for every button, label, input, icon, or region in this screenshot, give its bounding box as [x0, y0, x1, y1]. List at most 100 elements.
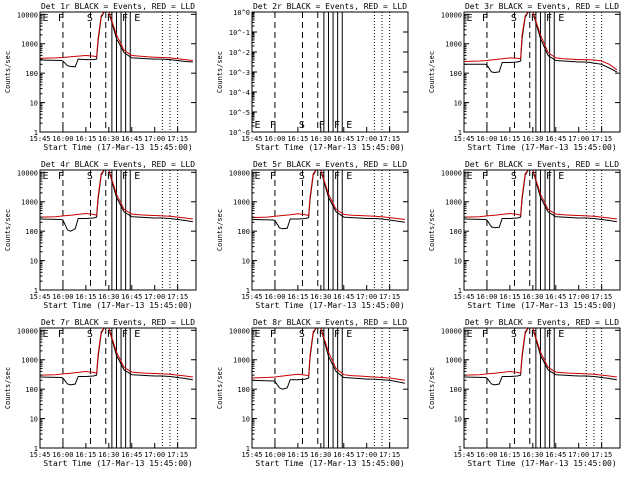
- x-tick-label: 16:30: [310, 293, 331, 301]
- time-markers: [486, 328, 603, 448]
- region-marker-label: F: [319, 171, 325, 182]
- x-tick-label: 16:15: [75, 293, 96, 301]
- x-tick-label: 16:30: [522, 293, 543, 301]
- y-tick-label: 10: [30, 258, 38, 266]
- region-marker-label: E: [43, 329, 49, 340]
- region-marker-label: E: [558, 171, 564, 182]
- region-marker-label: F: [270, 120, 276, 131]
- x-axis-label: Start Time (17-Mar-13 15:45:00): [43, 143, 192, 152]
- region-marker-label: F: [319, 329, 325, 340]
- region-marker-label: S: [87, 329, 93, 340]
- region-marker-label: S: [511, 171, 517, 182]
- y-tick-label: 10^-5: [229, 109, 250, 117]
- x-tick-label: 17:00: [356, 451, 377, 459]
- y-tick-label: 10^-2: [229, 49, 250, 57]
- y-tick-label: 100: [449, 386, 462, 394]
- x-tick-label: 17:15: [167, 293, 188, 301]
- region-marker-label: F: [482, 13, 488, 24]
- x-axis-label: Start Time (17-Mar-13 15:45:00): [43, 301, 192, 310]
- y-tick-label: 1000: [445, 199, 462, 207]
- y-tick-label: 100: [449, 70, 462, 78]
- x-tick-label: 16:45: [333, 451, 354, 459]
- x-axis-label: Start Time (17-Mar-13 15:45:00): [467, 459, 616, 468]
- x-tick-label: 17:00: [356, 135, 377, 143]
- x-tick-label: 16:00: [264, 135, 285, 143]
- region-marker-label: S: [299, 171, 305, 182]
- x-tick-label: 16:15: [75, 135, 96, 143]
- y-tick-label: 10: [30, 416, 38, 424]
- y-axis-label: Counts/sec: [216, 209, 224, 251]
- y-tick-label: 100: [237, 228, 250, 236]
- y-tick-label: 10000: [441, 169, 462, 177]
- region-marker-label: F: [531, 13, 537, 24]
- plot-frame: [463, 11, 621, 133]
- region-marker-label: E: [134, 329, 140, 340]
- x-tick-label: 16:00: [476, 293, 497, 301]
- y-axis-label: Counts/sec: [216, 367, 224, 409]
- y-axis-label: Counts/sec: [428, 209, 436, 251]
- y-tick-label: 10: [30, 100, 38, 108]
- region-marker-label: E: [346, 171, 352, 182]
- y-tick-label: 100: [25, 228, 38, 236]
- series-line-lld: [464, 170, 617, 220]
- x-tick-label: 15:45: [29, 451, 50, 459]
- x-tick-label: 17:15: [379, 135, 400, 143]
- region-marker-label: F: [334, 329, 340, 340]
- x-tick-label: 16:45: [545, 293, 566, 301]
- plot-frame: [39, 11, 197, 133]
- x-tick-label: 16:15: [75, 451, 96, 459]
- time-markers: [62, 328, 179, 448]
- region-marker-label: E: [43, 13, 49, 24]
- y-tick-label: 10^0: [233, 9, 250, 17]
- x-tick-label: 16:45: [121, 135, 142, 143]
- x-tick-label: 16:30: [98, 135, 119, 143]
- x-tick-label: 15:45: [29, 135, 50, 143]
- x-tick-label: 15:45: [453, 293, 474, 301]
- x-tick-label: 16:45: [545, 135, 566, 143]
- time-markers: [62, 170, 179, 290]
- plot-frame: [39, 327, 197, 449]
- region-marker-label: F: [546, 329, 552, 340]
- y-tick-label: 10: [242, 416, 250, 424]
- x-tick-label: 16:00: [476, 135, 497, 143]
- region-marker-label: E: [558, 329, 564, 340]
- series-line-lld: [464, 328, 617, 378]
- chart-title: Det 7r BLACK = Events, RED = LLD: [41, 318, 195, 327]
- y-tick-label: 10^-3: [229, 69, 250, 77]
- x-tick-label: 15:45: [241, 451, 262, 459]
- x-tick-label: 16:00: [52, 293, 73, 301]
- series-line-lld: [464, 12, 618, 71]
- region-marker-label: F: [531, 329, 537, 340]
- x-tick-label: 16:00: [264, 293, 285, 301]
- series-line-events: [252, 328, 405, 390]
- plot-frame: [251, 169, 409, 291]
- series-line-events: [464, 328, 617, 386]
- series-line-lld: [40, 12, 193, 61]
- y-tick-label: 1000: [445, 41, 462, 49]
- region-marker-label: E: [255, 120, 261, 131]
- region-marker-label: F: [58, 171, 64, 182]
- region-marker-label: F: [531, 171, 537, 182]
- plot-frame: [463, 327, 621, 449]
- x-tick-label: 16:30: [522, 135, 543, 143]
- series-line-events: [40, 12, 193, 68]
- region-marker-label: S: [511, 329, 517, 340]
- region-marker-label: F: [546, 171, 552, 182]
- x-tick-label: 17:15: [379, 293, 400, 301]
- y-tick-label: 1000: [21, 199, 38, 207]
- y-axis-label: Counts/sec: [4, 209, 12, 251]
- time-markers: [486, 170, 603, 290]
- y-tick-label: 1000: [21, 41, 38, 49]
- time-markers: [486, 12, 603, 132]
- y-tick-label: 100: [237, 386, 250, 394]
- plot-frame: [251, 327, 409, 449]
- region-marker-label: F: [482, 171, 488, 182]
- region-marker-label: F: [122, 329, 128, 340]
- x-tick-label: 17:00: [356, 293, 377, 301]
- x-tick-label: 17:15: [167, 135, 188, 143]
- y-tick-label: 10^-6: [229, 129, 250, 137]
- chart-title: Det 6r BLACK = Events, RED = LLD: [465, 160, 619, 169]
